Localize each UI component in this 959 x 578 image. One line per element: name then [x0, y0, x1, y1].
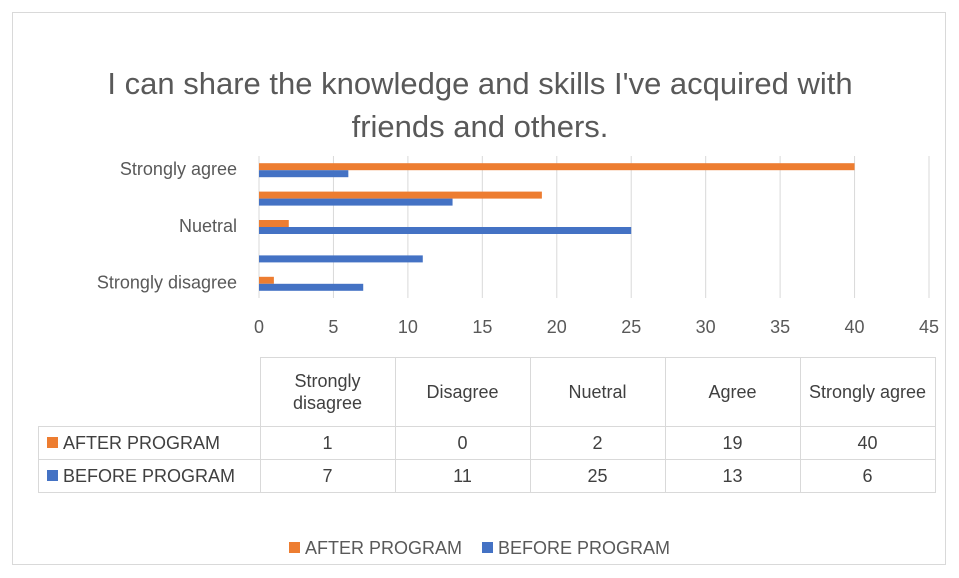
x-tick-label: 15: [472, 317, 492, 337]
table-header: Agree: [664, 357, 801, 427]
x-tick-label: 30: [696, 317, 716, 337]
table-header: Nuetral: [529, 357, 666, 427]
bar: [259, 283, 364, 291]
bar: [259, 170, 349, 178]
table-value: 2: [529, 426, 666, 460]
bar: [259, 276, 274, 284]
table-header: Strongly disagree: [259, 357, 396, 427]
legend: AFTER PROGRAM BEFORE PROGRAM: [0, 538, 959, 559]
legend-swatch: [47, 436, 58, 448]
table-value: 13: [664, 459, 801, 493]
table-series-name: BEFORE PROGRAM: [38, 459, 261, 493]
series-name: BEFORE PROGRAM: [63, 465, 236, 486]
legend-swatch: [47, 469, 58, 481]
table-value: 0: [394, 426, 531, 460]
table-value: 25: [529, 459, 666, 493]
y-tick-label: Strongly agree: [120, 159, 237, 179]
x-tick-label: 25: [621, 317, 641, 337]
legend-item: BEFORE PROGRAM: [481, 538, 671, 558]
data-table: Strongly disagree Disagree Nuetral Agree Str…: [38, 357, 936, 493]
x-tick-label: 45: [919, 317, 939, 337]
bar: [259, 220, 289, 227]
table-value: 6: [799, 459, 936, 493]
table-row: BEFORE PROGRAM 7 11 25 13 6: [38, 459, 936, 493]
table-header: Disagree: [394, 357, 531, 427]
table-value: 7: [259, 459, 396, 493]
table-series-name: AFTER PROGRAM: [38, 426, 261, 460]
table-header: Strongly agree: [799, 357, 936, 427]
table-value: 19: [664, 426, 801, 460]
legend-label: BEFORE PROGRAM: [497, 538, 671, 558]
bar: [259, 227, 632, 234]
bar: [259, 198, 453, 206]
x-tick-label: 40: [845, 317, 865, 337]
chart-title: I can share the knowledge and skills I'v…: [107, 66, 853, 144]
table-value: 1: [259, 426, 396, 460]
bar: [259, 191, 542, 199]
table-value: 11: [394, 459, 531, 493]
table-value: 40: [799, 426, 936, 460]
table-row: AFTER PROGRAM 1 0 2 19 40: [38, 426, 936, 460]
chart-frame: [12, 12, 946, 565]
x-tick-label: 0: [254, 317, 264, 337]
table-corner: [39, 358, 261, 427]
x-tick-label: 20: [547, 317, 567, 337]
legend-swatch: [481, 542, 493, 553]
y-tick-label: Nuetral: [179, 216, 237, 236]
bar: [259, 163, 855, 171]
legend-item: AFTER PROGRAM: [288, 538, 462, 558]
x-tick-label: 10: [398, 317, 418, 337]
series-name: AFTER PROGRAM: [63, 432, 221, 453]
legend-swatch: [288, 542, 300, 553]
table-header-row: Strongly disagree Disagree Nuetral Agree Str…: [39, 357, 936, 427]
x-tick-label: 35: [770, 317, 790, 337]
y-tick-label: Strongly disagree: [97, 273, 237, 293]
x-tick-label: 5: [328, 317, 338, 337]
legend-label: AFTER PROGRAM: [304, 538, 462, 558]
bar: [259, 255, 423, 263]
